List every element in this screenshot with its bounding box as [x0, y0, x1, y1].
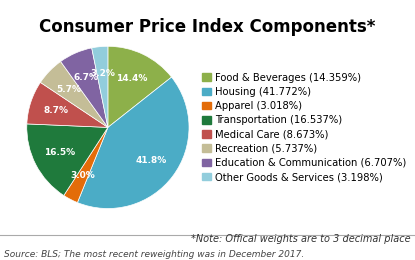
Text: Source: BLS; The most recent reweighting was in December 2017.: Source: BLS; The most recent reweighting…	[4, 250, 304, 259]
Text: 3.0%: 3.0%	[71, 171, 95, 180]
Text: 14.4%: 14.4%	[116, 74, 147, 83]
Text: 6.7%: 6.7%	[73, 73, 99, 82]
Text: 41.8%: 41.8%	[136, 155, 167, 165]
Legend: Food & Beverages (14.359%), Housing (41.772%), Apparel (3.018%), Transportation : Food & Beverages (14.359%), Housing (41.…	[202, 73, 406, 182]
Wedge shape	[40, 61, 108, 127]
Text: 5.7%: 5.7%	[56, 85, 81, 94]
Wedge shape	[64, 127, 108, 203]
Wedge shape	[27, 82, 108, 127]
Wedge shape	[78, 77, 189, 209]
Wedge shape	[61, 48, 108, 127]
Text: 3.2%: 3.2%	[90, 69, 115, 78]
Text: 16.5%: 16.5%	[44, 148, 75, 157]
Wedge shape	[108, 46, 171, 127]
Text: 8.7%: 8.7%	[44, 106, 69, 115]
Wedge shape	[92, 46, 108, 127]
Text: *Note: Offical weights are to 3 decimal place: *Note: Offical weights are to 3 decimal …	[191, 234, 411, 244]
Text: Consumer Price Index Components*: Consumer Price Index Components*	[39, 18, 376, 36]
Wedge shape	[27, 124, 108, 196]
